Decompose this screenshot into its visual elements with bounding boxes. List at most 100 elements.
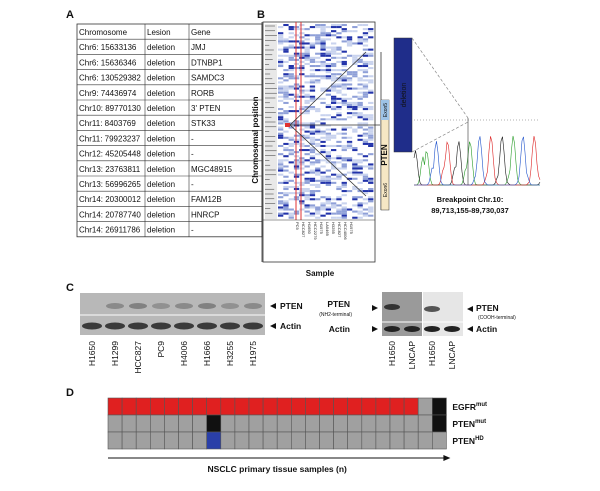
heatmap-cell (346, 79, 353, 82)
lane-label: H1650 (387, 341, 397, 366)
band-label: PTEN (476, 303, 499, 313)
heatmap-cell (304, 106, 310, 109)
heatmap-cell (357, 42, 363, 45)
heatmap-cell (304, 34, 310, 37)
lane-label: H1666 (202, 341, 212, 366)
sample-cell (403, 414, 419, 433)
heatmap-cell (293, 163, 300, 166)
heatmap-cell (304, 188, 310, 191)
heatmap-cell (325, 161, 331, 164)
heatmap-cell (362, 48, 369, 51)
table-cell: Chr9: 74436974 (79, 89, 137, 98)
heatmap-cell (325, 151, 331, 154)
heatmap-cell (336, 83, 342, 86)
sample-cell (178, 431, 193, 450)
heatmap-cell (346, 30, 353, 33)
heatmap-cell (293, 46, 300, 49)
band (424, 326, 440, 332)
table-cell: JMJ (191, 43, 206, 52)
heatmap-cell (352, 60, 358, 63)
sample-cell (319, 414, 334, 433)
heatmap-cell (320, 40, 326, 43)
sample-cell (234, 431, 250, 450)
table-cell: deletion (147, 74, 175, 83)
heatmap-cell (357, 60, 363, 63)
row-sup: mut (476, 402, 487, 408)
table-cell: STK33 (191, 119, 216, 128)
sample-cell (431, 414, 447, 433)
heatmap-cell (320, 38, 326, 41)
heatmap-cell (288, 214, 294, 217)
heatmap-cell (346, 101, 353, 104)
sample-label: HCC4006 (343, 222, 348, 240)
heatmap-cell (357, 210, 363, 213)
band (384, 326, 400, 332)
heatmap-cell (304, 81, 310, 84)
heatmap-cell (368, 179, 374, 182)
heatmap-cell (368, 54, 374, 57)
heatmap-cell (309, 136, 316, 139)
heatmap-cell (304, 153, 310, 156)
heatmap-cell (288, 198, 294, 201)
heatmap-cell (283, 69, 289, 72)
heatmap-cell (336, 101, 342, 104)
heatmap-cell (309, 34, 316, 37)
heatmap-cell (293, 185, 300, 188)
heatmap-cell (362, 65, 369, 68)
band (221, 303, 239, 309)
heatmap-cell (336, 208, 342, 211)
heatmap-cell (293, 138, 300, 141)
heatmap-cell (293, 99, 300, 102)
heatmap-cell (320, 65, 326, 68)
heatmap-cell (325, 157, 331, 160)
heatmap-cell (320, 48, 326, 51)
heatmap-cell (278, 200, 284, 203)
heatmap-cell (278, 192, 284, 195)
heatmap-cell (304, 149, 310, 152)
heatmap-cell (341, 163, 347, 166)
heatmap-cell (362, 208, 369, 211)
heatmap-cell (278, 95, 284, 98)
heatmap-cell (315, 216, 321, 219)
heatmap-cell (288, 26, 294, 29)
heatmap-cell (278, 36, 284, 39)
heatmap-cell (320, 101, 326, 104)
heatmap-cell (315, 208, 321, 211)
heatmap-cell (325, 138, 331, 141)
heatmap-cell (283, 89, 289, 92)
heatmap-cell (293, 210, 300, 213)
heatmap-cell (362, 212, 369, 215)
heatmap-cell (309, 108, 316, 111)
heatmap-cell (283, 149, 289, 152)
sample-cell (333, 414, 349, 433)
heatmap-cell (278, 89, 284, 92)
heatmap-cell (309, 192, 316, 195)
heatmap-cell (362, 44, 369, 47)
heatmap-cell (288, 110, 294, 113)
band (106, 303, 124, 309)
band (384, 304, 400, 310)
table-cell: Chr12: 45205448 (79, 150, 141, 159)
heatmap-cell (341, 149, 347, 152)
heatmap-cell (331, 50, 337, 53)
heatmap-cell (357, 126, 363, 129)
heatmap-cell (309, 155, 316, 158)
heatmap-cell (352, 42, 358, 45)
sample-cell (121, 431, 137, 450)
heatmap-cell (278, 134, 284, 137)
heatmap-cell (362, 128, 369, 131)
heatmap-cell (336, 56, 342, 59)
heatmap-cell (315, 110, 321, 113)
heatmap-cell (336, 157, 342, 160)
heatmap-cell (309, 142, 316, 145)
heatmap-cell (299, 183, 305, 186)
heatmap-cell (352, 62, 358, 65)
heatmap-cell (299, 24, 305, 27)
heatmap-cell (315, 130, 321, 133)
heatmap-cell (288, 124, 294, 127)
heatmap-cell (309, 198, 316, 201)
heatmap-cell (320, 75, 326, 78)
heatmap-cell (341, 40, 347, 43)
heatmap-cell (278, 99, 284, 102)
heatmap-cell (288, 77, 294, 80)
